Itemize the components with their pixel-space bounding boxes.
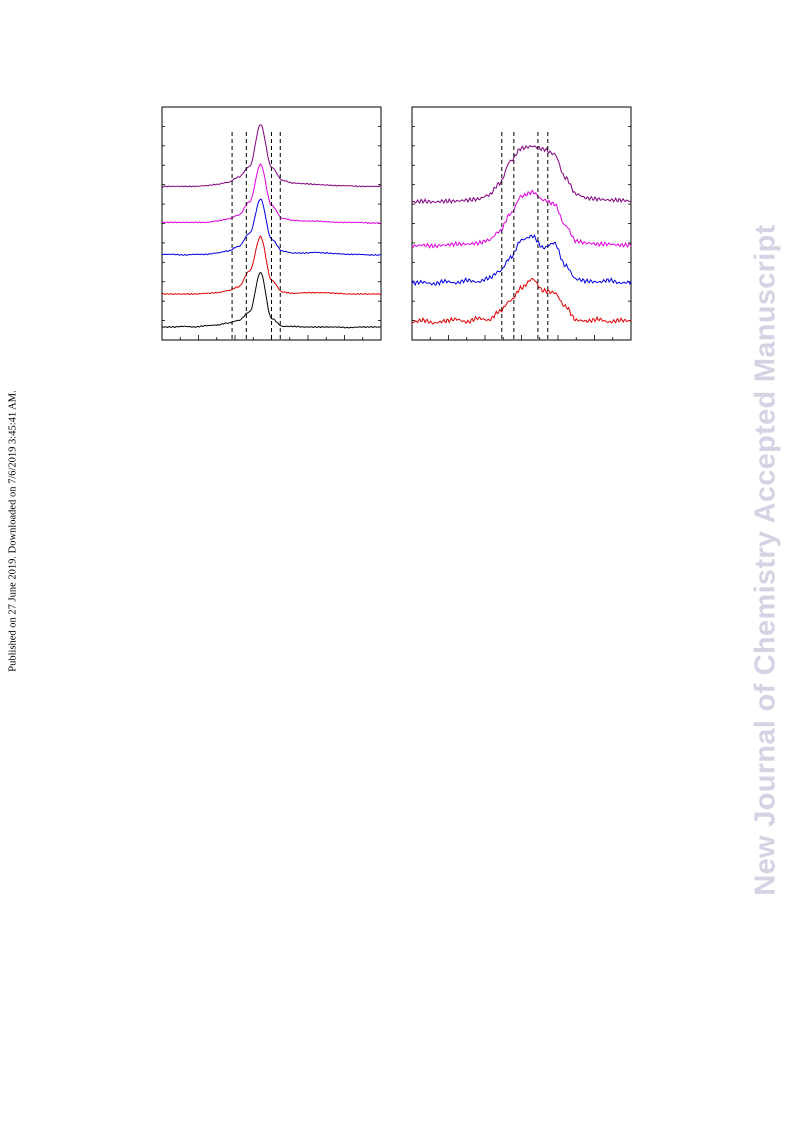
plot-frame bbox=[411, 106, 632, 341]
series-line bbox=[411, 277, 632, 325]
series-line bbox=[411, 189, 632, 249]
series-line bbox=[161, 271, 382, 329]
series-line bbox=[411, 234, 632, 287]
series-line bbox=[411, 144, 632, 205]
